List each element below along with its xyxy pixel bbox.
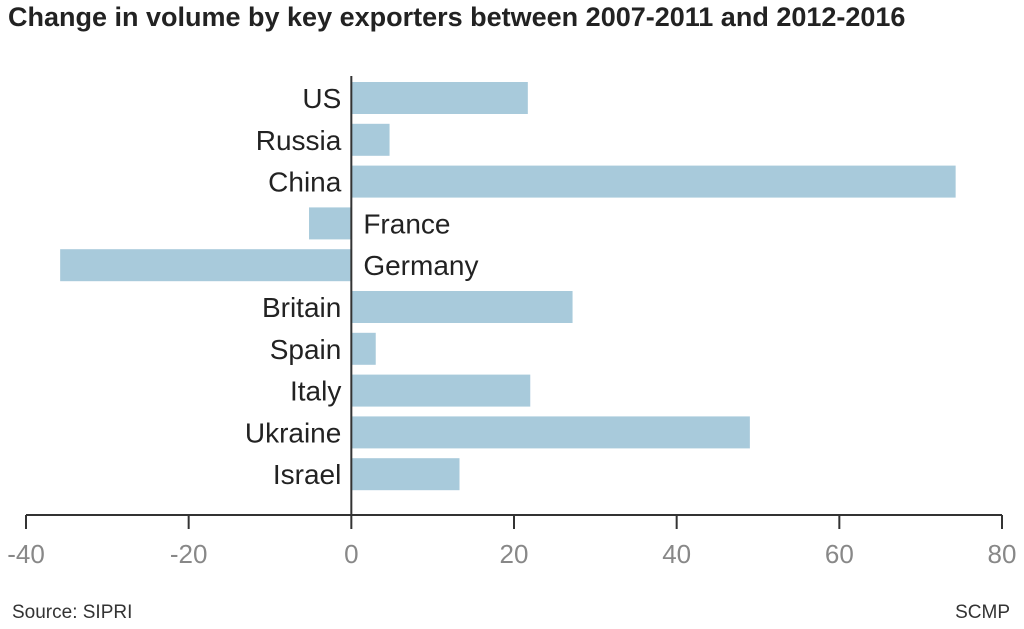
category-label-israel: Israel [273,459,341,490]
bar-us [351,82,528,114]
bar-chart: US Russia China France Germany Britain Spain It… [7,76,1016,569]
bar-spain [351,332,376,365]
category-label-china: China [268,167,342,198]
bar-china [351,165,956,198]
category-label-us: US [302,83,341,114]
category-label-britain: Britain [262,292,341,323]
category-label-italy: Italy [290,376,341,407]
bar-britain [351,291,573,323]
bar-ukraine [351,416,750,449]
publisher-credit: SCMP [955,602,1010,623]
category-label-france: France [363,208,450,239]
category-label-russia: Russia [256,125,342,156]
x-tick-label: 20 [500,539,529,569]
category-label-ukraine: Ukraine [245,417,341,448]
x-tick-label: 40 [662,539,691,569]
x-tick-label: -20 [170,539,208,569]
bar-italy [351,374,531,407]
category-labels-group: US Russia China France Germany Britain Spain It… [245,83,479,490]
bars-group [60,82,956,491]
x-tick-label: -40 [7,539,45,569]
bar-israel [351,458,460,491]
bar-russia [351,123,390,156]
category-label-spain: Spain [270,334,342,365]
chart-title: Change in volume by key exporters betwee… [8,2,906,32]
x-tick-label: 0 [344,539,358,569]
source-note: Source: SIPRI [12,602,133,623]
bar-germany [60,249,352,282]
x-tick-label: 80 [988,539,1017,569]
x-axis-ticks-group: -40 -20 0 20 40 60 80 [7,515,1016,569]
x-tick-label: 60 [825,539,854,569]
category-label-germany: Germany [363,250,478,281]
bar-france [309,207,352,240]
